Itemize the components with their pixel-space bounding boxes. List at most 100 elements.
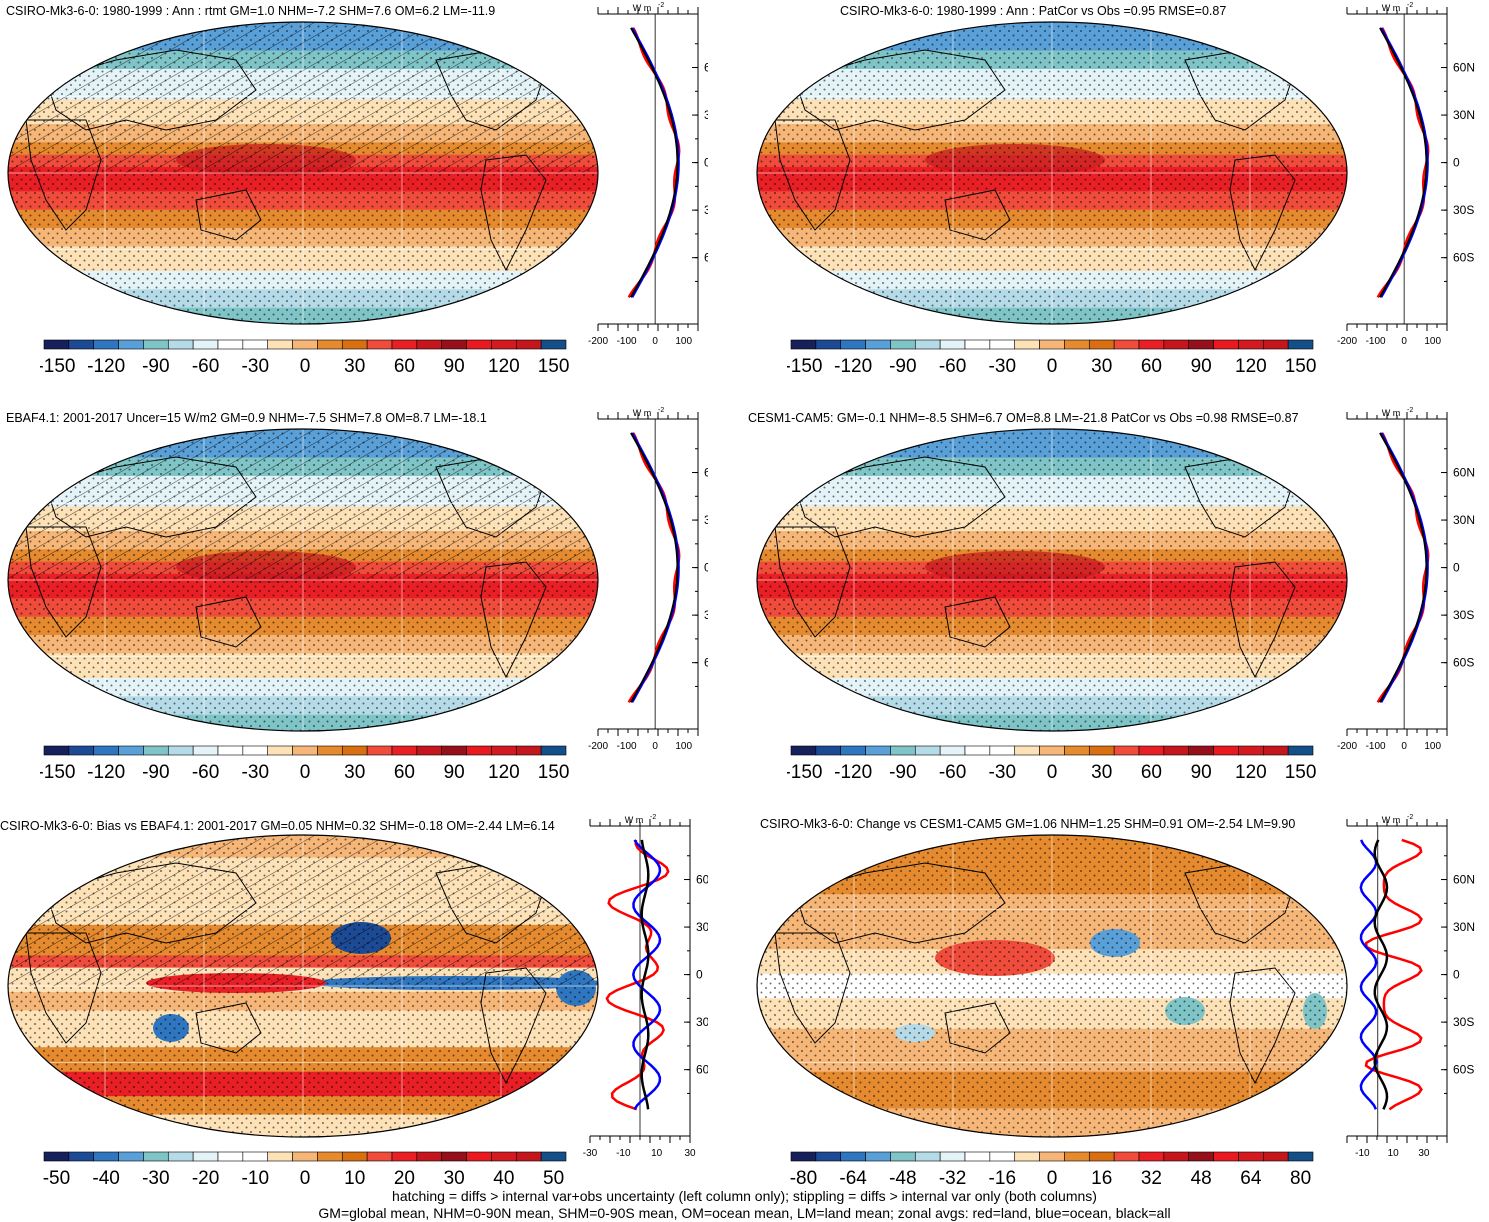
- panel-title: EBAF4.1: 2001-2017 Uncer=15 W/m2 GM=0.9 …: [6, 411, 487, 425]
- colorbar-swatch: [466, 339, 492, 350]
- zonal-x-tick-label: -200: [1337, 741, 1357, 752]
- world-map: [7, 834, 599, 1138]
- colorbar-tick-label: -150: [40, 356, 75, 377]
- zonal-mean-plot: W m -2 60N 30N 0 30S 60S -30 -10 10 30: [583, 814, 708, 1159]
- lat-tick-label: 30N: [696, 920, 708, 934]
- zonal-x-tick-label: -200: [588, 741, 608, 752]
- colorbar-tick-label: -80: [790, 1168, 817, 1189]
- zonal-mean-plot: W m -2 60N 30N 0 30S 60S -200 -100 0 100: [588, 407, 708, 752]
- colorbar-swatch: [540, 339, 567, 350]
- colorbar-swatch: [1287, 745, 1314, 756]
- zonal-x-tick-label: -200: [1337, 336, 1357, 347]
- colorbar-swatch: [840, 1151, 866, 1162]
- zonal-x-tick-label: -100: [1366, 741, 1386, 752]
- panel-title: CSIRO-Mk3-6-0: 1980-1999 : Ann : PatCor …: [840, 4, 1227, 18]
- zonal-x-tick-label: 30: [1418, 1148, 1430, 1159]
- colorbar-swatch: [964, 339, 991, 350]
- colorbar: -150 -120 -90 -60 -30 0 30 60 90 120 150: [787, 745, 1316, 783]
- world-map: [756, 21, 1348, 325]
- colorbar-swatch: [93, 1151, 119, 1162]
- colorbar-swatch: [143, 1151, 169, 1162]
- world-map: [756, 834, 1348, 1138]
- lat-tick-label: 60N: [696, 873, 708, 887]
- colorbar-swatch: [989, 745, 1016, 756]
- colorbar-swatch: [1088, 1151, 1115, 1162]
- zonal-unit-label: W m: [625, 815, 644, 825]
- colorbar-swatch: [939, 1151, 966, 1162]
- colorbar-swatch: [93, 339, 119, 350]
- colorbar-swatch: [1287, 1151, 1314, 1162]
- lat-tick-label: 60S: [704, 656, 708, 670]
- colorbar-swatch: [341, 339, 368, 350]
- colorbar-swatch: [491, 1151, 517, 1162]
- zonal-unit-label: W m: [1382, 408, 1401, 418]
- world-map: [756, 428, 1348, 732]
- colorbar-tick-label: 20: [394, 1168, 415, 1189]
- colorbar-tick-label: -60: [192, 762, 219, 783]
- colorbar-tick-label: 32: [1141, 1168, 1162, 1189]
- colorbar-swatch: [1039, 745, 1065, 756]
- colorbar-swatch: [1064, 339, 1090, 350]
- colorbar-swatch: [366, 745, 393, 756]
- colorbar-swatch: [515, 1151, 542, 1162]
- colorbar-swatch: [43, 339, 70, 350]
- colorbar-swatch: [93, 745, 119, 756]
- colorbar-swatch: [790, 745, 817, 756]
- lat-tick-label: 30N: [1453, 513, 1475, 527]
- colorbar-swatch: [1163, 1151, 1190, 1162]
- colorbar-swatch: [1138, 745, 1165, 756]
- lat-tick-label: 30S: [704, 203, 708, 217]
- colorbar-swatch: [317, 745, 343, 756]
- colorbar-tick-label: -120: [834, 356, 872, 377]
- colorbar-swatch: [242, 339, 269, 350]
- colorbar-tick-label: -30: [242, 762, 269, 783]
- colorbar-tick-label: 90: [444, 356, 465, 377]
- colorbar-tick-label: -90: [142, 762, 169, 783]
- colorbar-tick-label: -60: [192, 356, 219, 377]
- lat-tick-label: 60N: [1453, 61, 1475, 75]
- colorbar-swatch: [43, 745, 70, 756]
- colorbar-swatch: [1213, 1151, 1239, 1162]
- colorbar-tick-label: -48: [889, 1168, 916, 1189]
- colorbar-tick-label: 48: [1191, 1168, 1212, 1189]
- colorbar-swatch: [1188, 339, 1214, 350]
- footer-note: hatching = diffs > internal var+obs unce…: [392, 1188, 1097, 1204]
- colorbar-tick-label: 120: [1235, 356, 1267, 377]
- colorbar-swatch: [143, 745, 169, 756]
- colorbar-swatch: [914, 745, 941, 756]
- colorbar-swatch: [366, 1151, 393, 1162]
- colorbar-swatch: [1163, 745, 1190, 756]
- colorbar-swatch: [914, 1151, 941, 1162]
- lat-tick-label: 60S: [696, 1063, 708, 1077]
- colorbar-tick-label: -30: [142, 1168, 169, 1189]
- panel-title: CSIRO-Mk3-6-0: Bias vs EBAF4.1: 2001-201…: [0, 819, 555, 833]
- colorbar-swatch: [1138, 339, 1165, 350]
- colorbar-swatch: [1088, 339, 1115, 350]
- colorbar-swatch: [267, 745, 293, 756]
- colorbar-swatch: [391, 339, 418, 350]
- world-map: [7, 428, 599, 732]
- colorbar-tick-label: 30: [344, 356, 365, 377]
- colorbar-swatch: [118, 1151, 144, 1162]
- colorbar-swatch: [964, 1151, 991, 1162]
- colorbar: -150 -120 -90 -60 -30 0 30 60 90 120 150: [40, 339, 569, 377]
- colorbar-swatch: [391, 1151, 418, 1162]
- zonal-x-tick-label: 0: [652, 741, 658, 752]
- colorbar-swatch: [1113, 745, 1140, 756]
- zonal-unit-label: W m: [633, 408, 652, 418]
- colorbar-swatch: [491, 745, 517, 756]
- zonal-x-tick-label: -100: [1366, 336, 1386, 347]
- colorbar-swatch: [68, 339, 95, 350]
- colorbar-tick-label: -10: [242, 1168, 269, 1189]
- colorbar-swatch: [840, 745, 866, 756]
- lat-tick-label: 60N: [1453, 466, 1475, 480]
- colorbar-swatch: [43, 1151, 70, 1162]
- colorbar-swatch: [1213, 745, 1239, 756]
- colorbar-tick-label: 120: [488, 762, 520, 783]
- colorbar: -80 -64 -48 -32 -16 0 16 32 48 64 80: [790, 1151, 1314, 1189]
- colorbar-swatch: [217, 1151, 244, 1162]
- colorbar-swatch: [1262, 745, 1289, 756]
- colorbar-swatch: [317, 339, 343, 350]
- colorbar-swatch: [1064, 745, 1090, 756]
- colorbar-swatch: [366, 339, 393, 350]
